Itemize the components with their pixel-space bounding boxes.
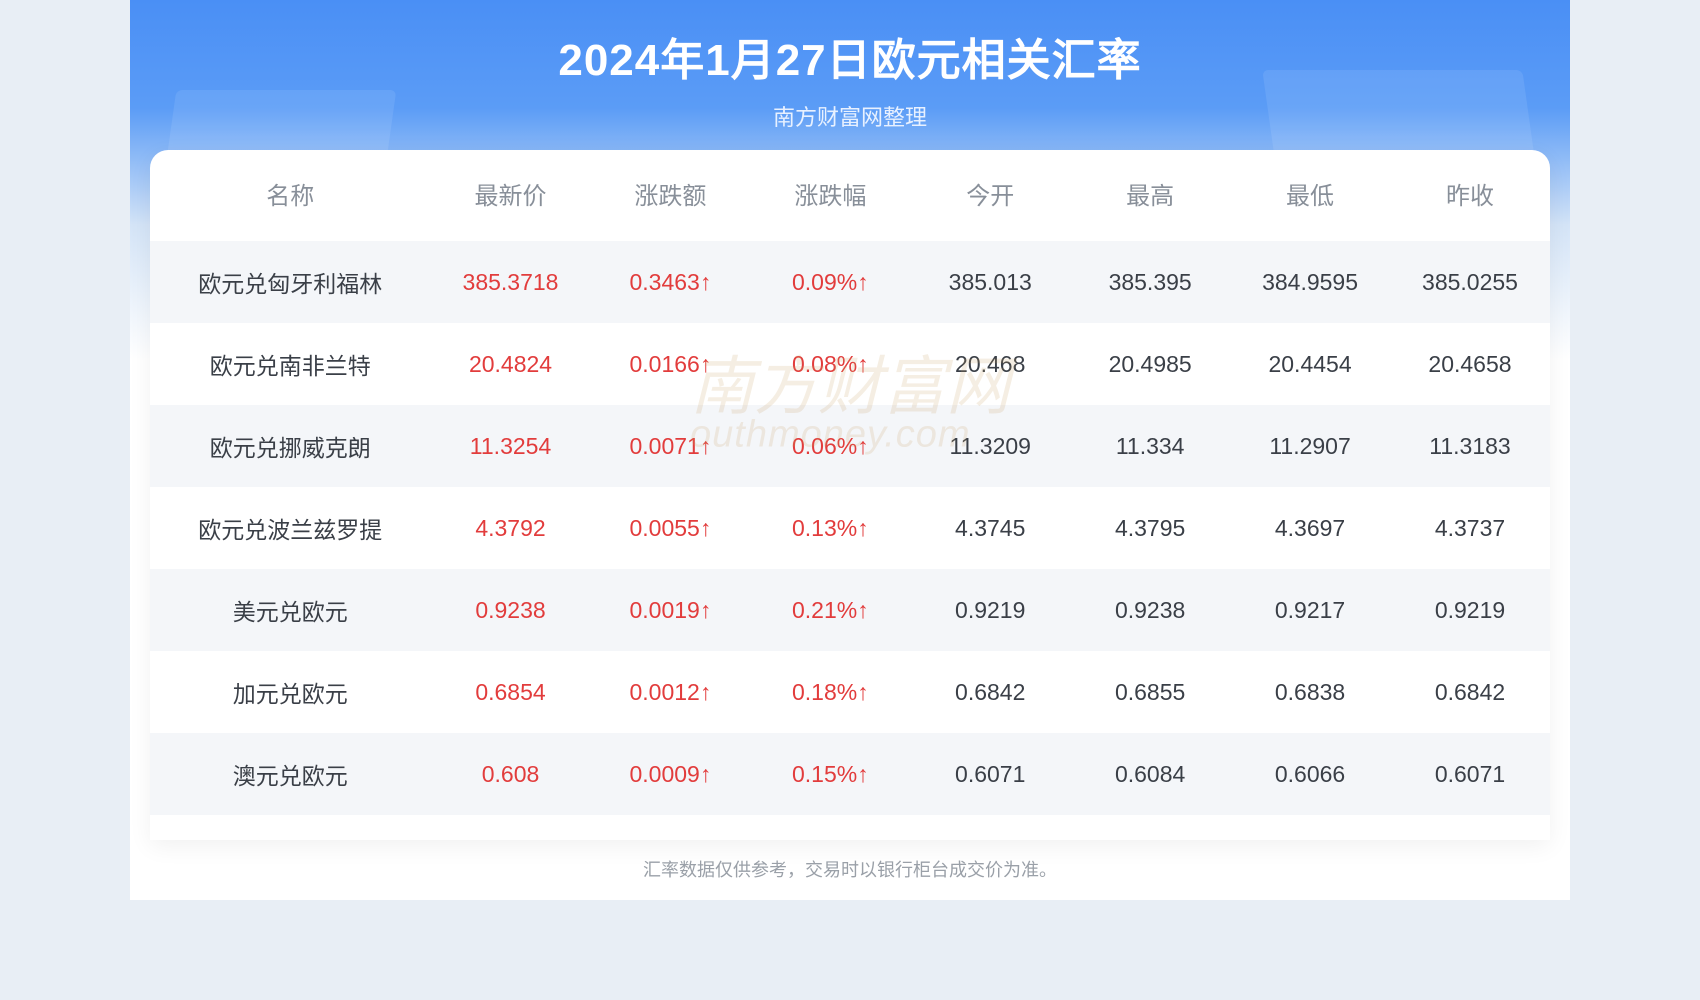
cell-open: 1.0633 xyxy=(910,815,1070,840)
cell-open: 0.6842 xyxy=(910,651,1070,733)
cell-high: 11.334 xyxy=(1070,405,1230,487)
cell-change: 0.3463↑ xyxy=(590,241,750,323)
cell-prev: 385.0255 xyxy=(1390,241,1550,323)
cell-prev: 11.3183 xyxy=(1390,405,1550,487)
cell-prev: 0.9219 xyxy=(1390,569,1550,651)
cell-latest: 385.3718 xyxy=(431,241,591,323)
col-low: 最低 xyxy=(1230,150,1390,241)
cell-latest: 0.608 xyxy=(431,733,591,815)
cell-low: 0.6066 xyxy=(1230,733,1390,815)
cell-changepct: 0.08%↑ xyxy=(750,815,910,840)
col-open: 今开 xyxy=(910,150,1070,241)
cell-change: 0.0071↑ xyxy=(590,405,750,487)
col-latest: 最新价 xyxy=(431,150,591,241)
cell-high: 20.4985 xyxy=(1070,323,1230,405)
table-row: 瑞郎兑欧元1.06420.0009↑0.08%↑1.06331.06431.06… xyxy=(150,815,1550,840)
table-row: 欧元兑南非兰特20.48240.0166↑0.08%↑20.46820.4985… xyxy=(150,323,1550,405)
cell-low: 0.9217 xyxy=(1230,569,1390,651)
cell-low: 0.6838 xyxy=(1230,651,1390,733)
cell-prev: 0.6071 xyxy=(1390,733,1550,815)
cell-change: 0.0019↑ xyxy=(590,569,750,651)
cell-low: 20.4454 xyxy=(1230,323,1390,405)
table-row: 欧元兑匈牙利福林385.37180.3463↑0.09%↑385.013385.… xyxy=(150,241,1550,323)
footer-note: 汇率数据仅供参考，交易时以银行柜台成交价为准。 xyxy=(130,856,1570,882)
cell-name: 欧元兑波兰兹罗提 xyxy=(150,487,431,569)
cell-latest: 20.4824 xyxy=(431,323,591,405)
cell-high: 4.3795 xyxy=(1070,487,1230,569)
cell-latest: 0.9238 xyxy=(431,569,591,651)
cell-prev: 4.3737 xyxy=(1390,487,1550,569)
table-row: 澳元兑欧元0.6080.0009↑0.15%↑0.60710.60840.606… xyxy=(150,733,1550,815)
rates-table: 名称 最新价 涨跌额 涨跌幅 今开 最高 最低 昨收 欧元兑匈牙利福林385.3… xyxy=(150,150,1550,840)
cell-changepct: 0.09%↑ xyxy=(750,241,910,323)
cell-high: 0.6855 xyxy=(1070,651,1230,733)
table-row: 欧元兑挪威克朗11.32540.0071↑0.06%↑11.320911.334… xyxy=(150,405,1550,487)
cell-low: 11.2907 xyxy=(1230,405,1390,487)
cell-name: 加元兑欧元 xyxy=(150,651,431,733)
cell-low: 1.0629 xyxy=(1230,815,1390,840)
cell-changepct: 0.15%↑ xyxy=(750,733,910,815)
page-subtitle: 南方财富网整理 xyxy=(130,100,1570,132)
cell-change: 0.0012↑ xyxy=(590,651,750,733)
cell-change: 0.0166↑ xyxy=(590,323,750,405)
cell-latest: 11.3254 xyxy=(431,405,591,487)
cell-name: 欧元兑匈牙利福林 xyxy=(150,241,431,323)
cell-prev: 20.4658 xyxy=(1390,323,1550,405)
table-row: 欧元兑波兰兹罗提4.37920.0055↑0.13%↑4.37454.37954… xyxy=(150,487,1550,569)
cell-high: 1.0643 xyxy=(1070,815,1230,840)
table-row: 加元兑欧元0.68540.0012↑0.18%↑0.68420.68550.68… xyxy=(150,651,1550,733)
page-container: 2024年1月27日欧元相关汇率 南方财富网整理 名称 最新价 涨跌额 涨跌幅 … xyxy=(130,0,1570,900)
cell-name: 澳元兑欧元 xyxy=(150,733,431,815)
cell-open: 0.9219 xyxy=(910,569,1070,651)
cell-open: 11.3209 xyxy=(910,405,1070,487)
cell-open: 4.3745 xyxy=(910,487,1070,569)
cell-prev: 0.6842 xyxy=(1390,651,1550,733)
cell-changepct: 0.06%↑ xyxy=(750,405,910,487)
cell-high: 385.395 xyxy=(1070,241,1230,323)
cell-name: 美元兑欧元 xyxy=(150,569,431,651)
col-prev: 昨收 xyxy=(1390,150,1550,241)
cell-change: 0.0009↑ xyxy=(590,815,750,840)
col-name: 名称 xyxy=(150,150,431,241)
cell-latest: 1.0642 xyxy=(431,815,591,840)
table-card: 名称 最新价 涨跌额 涨跌幅 今开 最高 最低 昨收 欧元兑匈牙利福林385.3… xyxy=(150,150,1550,840)
cell-open: 20.468 xyxy=(910,323,1070,405)
cell-changepct: 0.21%↑ xyxy=(750,569,910,651)
cell-name: 欧元兑挪威克朗 xyxy=(150,405,431,487)
cell-changepct: 0.08%↑ xyxy=(750,323,910,405)
cell-name: 欧元兑南非兰特 xyxy=(150,323,431,405)
cell-open: 0.6071 xyxy=(910,733,1070,815)
cell-change: 0.0055↑ xyxy=(590,487,750,569)
cell-prev: 1.0633 xyxy=(1390,815,1550,840)
cell-high: 0.9238 xyxy=(1070,569,1230,651)
table-row: 美元兑欧元0.92380.0019↑0.21%↑0.92190.92380.92… xyxy=(150,569,1550,651)
cell-changepct: 0.13%↑ xyxy=(750,487,910,569)
table-header-row: 名称 最新价 涨跌额 涨跌幅 今开 最高 最低 昨收 xyxy=(150,150,1550,241)
col-changepct: 涨跌幅 xyxy=(750,150,910,241)
cell-open: 385.013 xyxy=(910,241,1070,323)
table-body: 欧元兑匈牙利福林385.37180.3463↑0.09%↑385.013385.… xyxy=(150,241,1550,840)
cell-low: 384.9595 xyxy=(1230,241,1390,323)
cell-high: 0.6084 xyxy=(1070,733,1230,815)
cell-low: 4.3697 xyxy=(1230,487,1390,569)
cell-latest: 0.6854 xyxy=(431,651,591,733)
cell-changepct: 0.18%↑ xyxy=(750,651,910,733)
col-high: 最高 xyxy=(1070,150,1230,241)
col-change: 涨跌额 xyxy=(590,150,750,241)
cell-name: 瑞郎兑欧元 xyxy=(150,815,431,840)
cell-latest: 4.3792 xyxy=(431,487,591,569)
page-title: 2024年1月27日欧元相关汇率 xyxy=(130,24,1570,88)
cell-change: 0.0009↑ xyxy=(590,733,750,815)
header: 2024年1月27日欧元相关汇率 南方财富网整理 xyxy=(130,0,1570,132)
